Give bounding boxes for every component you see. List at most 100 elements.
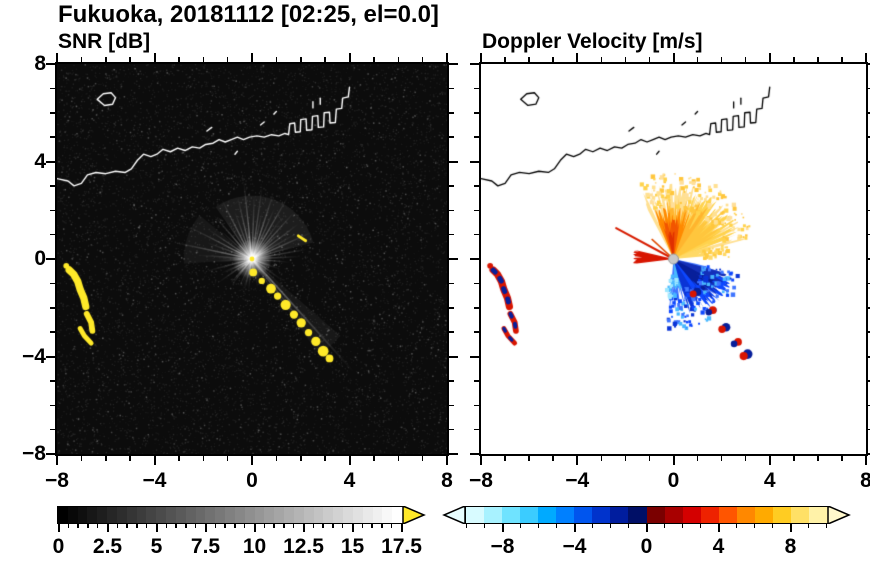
colorbar-segment xyxy=(520,507,540,523)
axis-tick xyxy=(528,456,530,461)
axis-tick xyxy=(251,456,253,465)
axis-tick xyxy=(449,453,458,455)
y-tick-label: −8 xyxy=(22,442,46,465)
colorbar-tick xyxy=(537,524,540,528)
axis-tick xyxy=(50,112,55,114)
colorbar-tick xyxy=(126,524,128,528)
axis-tick xyxy=(449,331,454,333)
axis-tick xyxy=(474,87,479,90)
colorbar-segment xyxy=(274,507,286,523)
y-tick-label: 4 xyxy=(34,149,46,173)
snr-colorbar xyxy=(57,505,426,524)
x-tick-label: −4 xyxy=(142,469,167,492)
colorbar-segment xyxy=(58,507,69,523)
x-tick-label: −8 xyxy=(469,469,493,492)
colorbar-tick xyxy=(807,524,810,528)
x-tick-label: 0 xyxy=(246,469,258,492)
axis-tick xyxy=(504,456,506,461)
axis-tick xyxy=(470,160,479,163)
colorbar-over-arrow xyxy=(402,505,426,524)
axis-tick xyxy=(129,456,131,461)
colorbar-segment xyxy=(254,507,266,523)
colorbar-tick xyxy=(273,524,275,528)
colorbar-segment xyxy=(116,507,128,523)
colorbar-segment xyxy=(156,507,168,523)
colorbar-tick xyxy=(371,524,373,528)
colorbar-tick xyxy=(244,524,246,528)
colorbar-tick xyxy=(342,524,344,528)
doppler-plot-canvas xyxy=(481,64,866,454)
colorbar-tick xyxy=(332,524,334,528)
colorbar-tick-label: 8 xyxy=(784,535,797,558)
axis-tick xyxy=(449,258,458,260)
colorbar-tick xyxy=(106,524,109,532)
axis-tick xyxy=(868,453,870,455)
colorbar-under-arrow xyxy=(442,505,466,524)
colorbar-tick xyxy=(185,524,187,528)
colorbar-segment xyxy=(808,507,829,523)
axis-tick xyxy=(449,185,454,187)
axis-tick xyxy=(421,456,424,461)
axis-tick xyxy=(226,57,229,62)
axis-tick xyxy=(449,63,458,65)
colorbar-tick xyxy=(136,524,138,528)
colorbar-tick xyxy=(391,524,393,528)
axis-tick xyxy=(470,258,479,260)
axis-tick xyxy=(226,456,229,461)
colorbar-tick-label: 0 xyxy=(52,535,65,558)
axis-tick xyxy=(744,456,747,461)
axis-tick xyxy=(50,136,55,138)
axis-tick xyxy=(768,456,771,465)
axis-tick xyxy=(446,53,448,62)
colorbar-segment xyxy=(205,507,217,523)
y-tick-label: 8 xyxy=(34,52,46,75)
axis-tick xyxy=(50,233,55,236)
axis-tick xyxy=(50,185,55,187)
colorbar-tick xyxy=(627,524,630,528)
colorbar-tick xyxy=(77,524,79,528)
axis-tick xyxy=(576,53,579,62)
axis-tick xyxy=(449,428,454,431)
axis-tick xyxy=(474,112,479,114)
axis-tick xyxy=(202,57,204,62)
colorbar-segment xyxy=(215,507,227,523)
axis-tick xyxy=(449,209,454,211)
axis-tick xyxy=(449,87,454,90)
axis-tick xyxy=(474,185,479,187)
axis-tick xyxy=(324,57,326,62)
colorbar-tick xyxy=(699,524,702,528)
colorbar-segment xyxy=(574,507,594,523)
colorbar-tick xyxy=(717,524,720,532)
axis-tick xyxy=(868,282,870,285)
colorbar-tick xyxy=(351,524,354,532)
x-tick-label: 4 xyxy=(763,469,776,492)
colorbar-segment xyxy=(382,507,394,523)
colorbar-segment xyxy=(87,507,99,523)
colorbar-segment xyxy=(484,507,504,523)
axis-tick xyxy=(793,456,795,461)
axis-tick xyxy=(868,136,870,138)
colorbar-tick xyxy=(573,524,576,532)
axis-tick xyxy=(793,57,795,62)
colorbar-segment xyxy=(538,507,558,523)
axis-tick xyxy=(528,57,530,62)
figure-title: Fukuoka, 20181112 [02:25, el=0.0] xyxy=(58,1,439,28)
axis-tick xyxy=(80,456,83,461)
axis-tick xyxy=(153,53,156,62)
y-tick-label: −4 xyxy=(22,344,46,368)
x-tick-label: −8 xyxy=(45,469,69,492)
colorbar-segment xyxy=(610,507,630,523)
axis-tick xyxy=(153,456,156,465)
axis-tick xyxy=(868,112,870,114)
axis-tick xyxy=(474,136,479,138)
axis-tick xyxy=(46,63,55,65)
axis-tick xyxy=(449,282,454,285)
axis-tick xyxy=(474,331,479,333)
axis-tick xyxy=(817,456,819,461)
axis-tick xyxy=(648,456,651,461)
axis-tick xyxy=(56,456,58,465)
colorbar-segment xyxy=(466,507,486,523)
colorbar-tick-label: −8 xyxy=(490,535,515,558)
colorbar-tick-label: 12.5 xyxy=(283,535,324,558)
colorbar-segment xyxy=(646,507,666,523)
